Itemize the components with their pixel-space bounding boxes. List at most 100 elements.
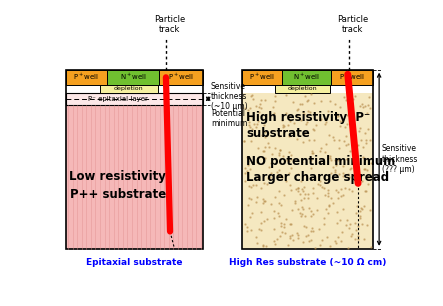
Point [355, 175, 362, 180]
Point [273, 237, 280, 242]
Point [357, 208, 364, 213]
Point [287, 233, 294, 238]
Point [268, 202, 275, 207]
Text: depletion: depletion [288, 87, 317, 91]
Point [279, 117, 286, 122]
Point [255, 109, 262, 114]
Point [346, 166, 354, 171]
Point [367, 244, 374, 249]
Point [243, 225, 250, 230]
Point [253, 195, 260, 200]
Point [345, 141, 352, 146]
Point [340, 171, 347, 176]
Point [282, 217, 289, 222]
Point [241, 166, 249, 170]
Point [320, 215, 327, 220]
Point [246, 184, 253, 189]
Point [331, 138, 338, 143]
Text: High resistivity  P⁻: High resistivity P⁻ [246, 111, 370, 125]
Point [307, 208, 314, 213]
Point [296, 191, 303, 196]
Point [301, 93, 308, 98]
Point [287, 236, 294, 241]
Point [317, 146, 324, 151]
Point [261, 98, 268, 103]
Point [270, 113, 277, 118]
Point [259, 132, 266, 137]
Text: N$^+$well: N$^+$well [120, 72, 146, 83]
Point [298, 178, 305, 183]
Point [293, 230, 300, 235]
Point [352, 157, 359, 162]
Point [342, 125, 349, 129]
Text: P⁻ epitaxial layer: P⁻ epitaxial layer [88, 96, 148, 102]
Point [248, 211, 255, 216]
Point [323, 142, 330, 147]
Point [259, 196, 266, 201]
Point [323, 119, 330, 124]
Point [293, 113, 300, 118]
Point [246, 125, 253, 129]
Point [295, 188, 302, 193]
Point [332, 163, 339, 168]
Point [291, 199, 298, 204]
Point [253, 121, 260, 126]
Point [357, 216, 364, 221]
Point [310, 190, 317, 195]
Bar [66, 105, 203, 249]
Point [241, 222, 248, 226]
Bar [282, 70, 331, 85]
Point [303, 233, 310, 238]
Point [361, 203, 368, 208]
Text: substrate: substrate [246, 127, 310, 140]
Text: P++ substrate: P++ substrate [70, 188, 166, 200]
Text: P$^+$well: P$^+$well [339, 72, 365, 83]
Point [316, 118, 323, 123]
Point [308, 150, 315, 155]
Point [294, 172, 301, 177]
Point [364, 181, 371, 186]
Point [359, 104, 366, 109]
Point [293, 108, 300, 113]
Point [314, 207, 321, 212]
Point [280, 125, 287, 129]
Point [335, 172, 342, 177]
Point [248, 227, 255, 232]
Point [252, 103, 259, 108]
Point [283, 178, 290, 183]
Point [306, 239, 313, 244]
Point [280, 193, 287, 198]
Point [340, 174, 347, 178]
Point [342, 222, 349, 227]
Point [298, 212, 305, 217]
Point [279, 230, 286, 235]
Point [295, 233, 302, 237]
Point [295, 106, 302, 111]
Point [301, 185, 308, 189]
Point [271, 146, 278, 151]
Point [335, 146, 342, 151]
Point [347, 106, 354, 111]
Point [276, 173, 283, 178]
Point [276, 152, 283, 157]
Point [324, 191, 331, 196]
Point [292, 186, 299, 191]
Point [310, 150, 317, 155]
Point [280, 153, 287, 158]
Point [316, 178, 323, 183]
Point [295, 207, 302, 211]
Point [248, 114, 255, 119]
Point [355, 142, 362, 147]
Point [318, 238, 325, 243]
Point [299, 187, 306, 192]
Point [289, 207, 296, 212]
Text: N$^+$well: N$^+$well [293, 72, 320, 83]
Point [334, 113, 342, 118]
Point [359, 207, 366, 212]
Point [354, 234, 361, 239]
Bar [107, 70, 159, 85]
Point [352, 93, 359, 98]
Point [326, 98, 333, 103]
Text: NO potential minimum: NO potential minimum [246, 155, 395, 168]
Point [243, 169, 250, 174]
